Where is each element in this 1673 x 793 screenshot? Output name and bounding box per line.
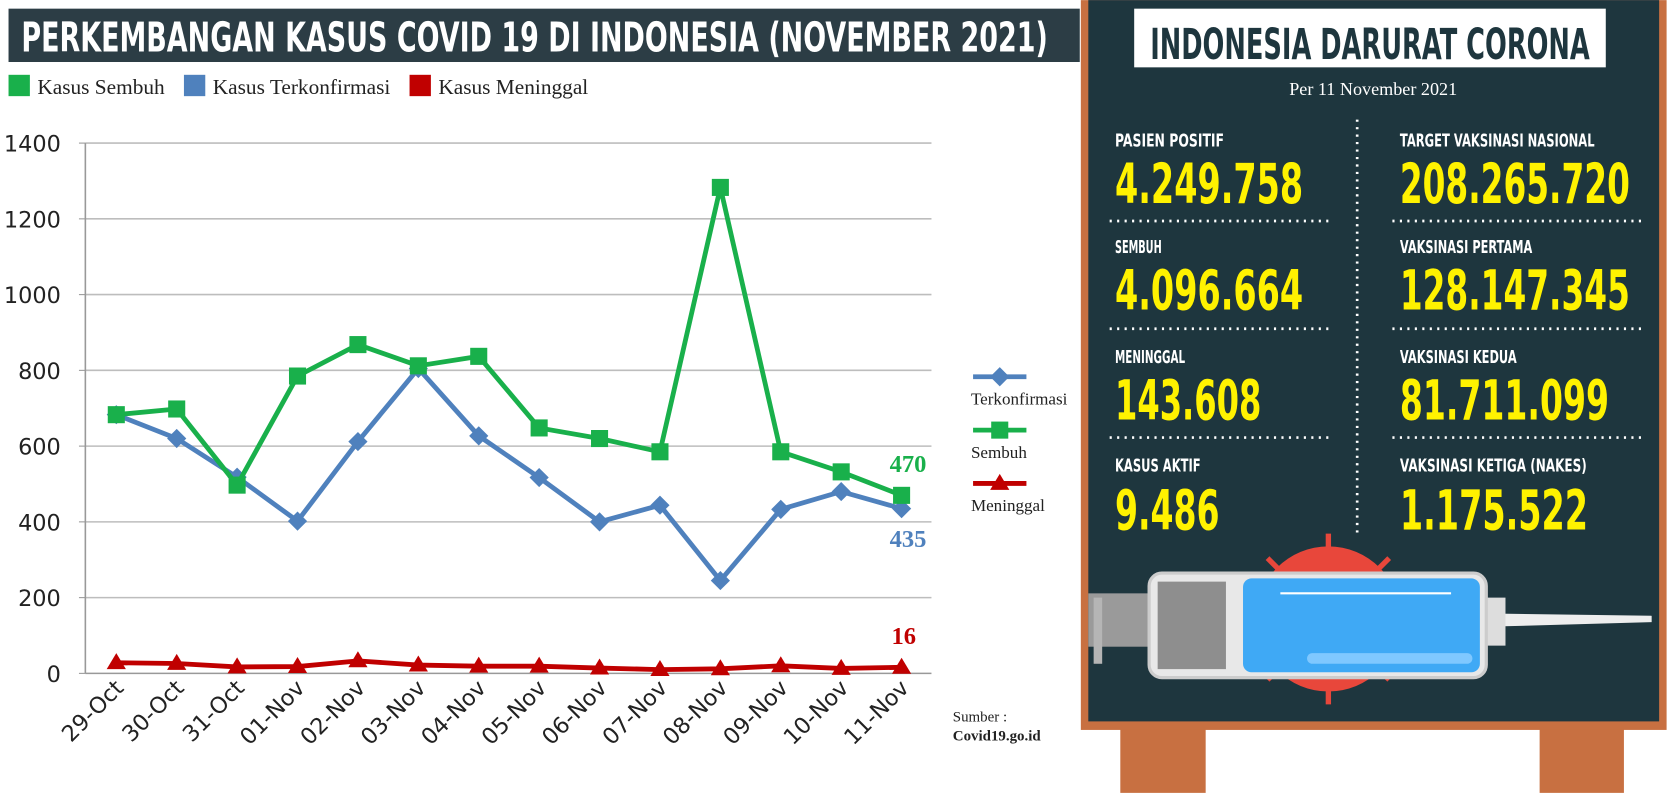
y-tick-label: 0	[47, 662, 61, 688]
data-point	[229, 477, 246, 494]
x-tick-label: 01-Nov	[235, 675, 310, 750]
stat-value: 4.096.664	[1115, 260, 1303, 324]
stat-label: KASUS AKTIF	[1115, 456, 1201, 477]
panel-leg	[1120, 726, 1205, 793]
data-point	[651, 443, 668, 460]
chart-title: PERKEMBANGAN KASUS COVID 19 DI INDONESIA…	[21, 13, 1047, 61]
data-point	[108, 406, 125, 423]
stat-label: VAKSINASI KEDUA	[1400, 347, 1517, 368]
y-tick-label: 200	[18, 586, 61, 612]
stat-label: SEMBUH	[1115, 237, 1162, 258]
stat-label: VAKSINASI PERTAMA	[1400, 237, 1532, 258]
stat-value: 208.265.720	[1400, 153, 1630, 217]
x-tick-label: 03-Nov	[356, 675, 431, 750]
data-point	[470, 348, 487, 365]
x-tick-label: 08-Nov	[658, 675, 733, 750]
data-point	[893, 487, 910, 504]
stat-label: PASIEN POSITIF	[1115, 130, 1224, 151]
data-point	[410, 357, 427, 374]
legend-label: Meninggal	[971, 496, 1045, 515]
y-tick-label: 1200	[4, 207, 61, 233]
legend-label: Sembuh	[971, 443, 1027, 462]
stat-value: 81.711.099	[1400, 369, 1609, 433]
data-point	[349, 336, 366, 353]
x-tick-label: 04-Nov	[416, 675, 491, 750]
x-tick-label: 06-Nov	[537, 675, 612, 750]
source-label: Sumber :	[953, 709, 1007, 725]
data-point	[991, 422, 1008, 439]
y-tick-label: 1000	[4, 283, 61, 309]
data-point	[712, 179, 729, 196]
y-tick-label: 800	[18, 359, 61, 385]
y-tick-label: 600	[18, 435, 61, 461]
stat-value: 1.175.522	[1400, 479, 1588, 543]
legend-label: Kasus Meninggal	[438, 75, 588, 99]
data-point	[168, 400, 185, 417]
data-point	[591, 430, 608, 447]
data-point	[990, 367, 1009, 386]
page: PERKEMBANGAN KASUS COVID 19 DI INDONESIA…	[0, 0, 1673, 793]
legend-label: Kasus Terkonfirmasi	[213, 75, 391, 99]
infographic: PERKEMBANGAN KASUS COVID 19 DI INDONESIA…	[0, 0, 1673, 793]
data-point	[289, 368, 306, 385]
panel-leg	[1540, 726, 1624, 793]
stat-label: VAKSINASI KETIGA (NAKES)	[1400, 456, 1587, 477]
data-point	[531, 419, 548, 436]
x-tick-label: 30-Oct	[117, 675, 189, 747]
x-tick-label: 11-Nov	[839, 675, 914, 750]
stat-value: 4.249.758	[1115, 153, 1303, 217]
source-value: Covid19.go.id	[953, 729, 1042, 745]
x-tick-label: 05-Nov	[477, 675, 552, 750]
legend-swatch	[184, 75, 205, 96]
legend-swatch	[410, 75, 431, 96]
x-tick-label: 09-Nov	[718, 675, 793, 750]
stat-value: 9.486	[1115, 479, 1220, 543]
stat-label: TARGET VAKSINASI NASIONAL	[1400, 130, 1595, 151]
data-label: 16	[891, 623, 916, 650]
y-tick-label: 400	[18, 510, 61, 536]
stat-value: 143.608	[1115, 369, 1261, 433]
x-tick-label: 10-Nov	[779, 675, 854, 750]
x-tick-label: 07-Nov	[598, 675, 673, 750]
x-tick-label: 29-Oct	[57, 675, 129, 747]
legend-label: Terkonfirmasi	[971, 390, 1068, 409]
panel-date: Per 11 November 2021	[1289, 79, 1457, 99]
legend-swatch	[9, 75, 30, 96]
y-tick-label: 1400	[4, 132, 61, 158]
data-point	[772, 443, 789, 460]
data-point	[833, 463, 850, 480]
panel-title: INDONESIA DARURAT CORONA	[1150, 20, 1590, 70]
legend-label: Kasus Sembuh	[37, 75, 165, 99]
x-tick-label: 02-Nov	[296, 675, 371, 750]
data-label: 470	[890, 451, 927, 478]
series	[107, 651, 911, 676]
data-point	[832, 482, 851, 501]
data-label: 435	[890, 526, 927, 553]
stat-label: MENINGGAL	[1115, 347, 1185, 368]
stat-value: 128.147.345	[1400, 260, 1630, 324]
